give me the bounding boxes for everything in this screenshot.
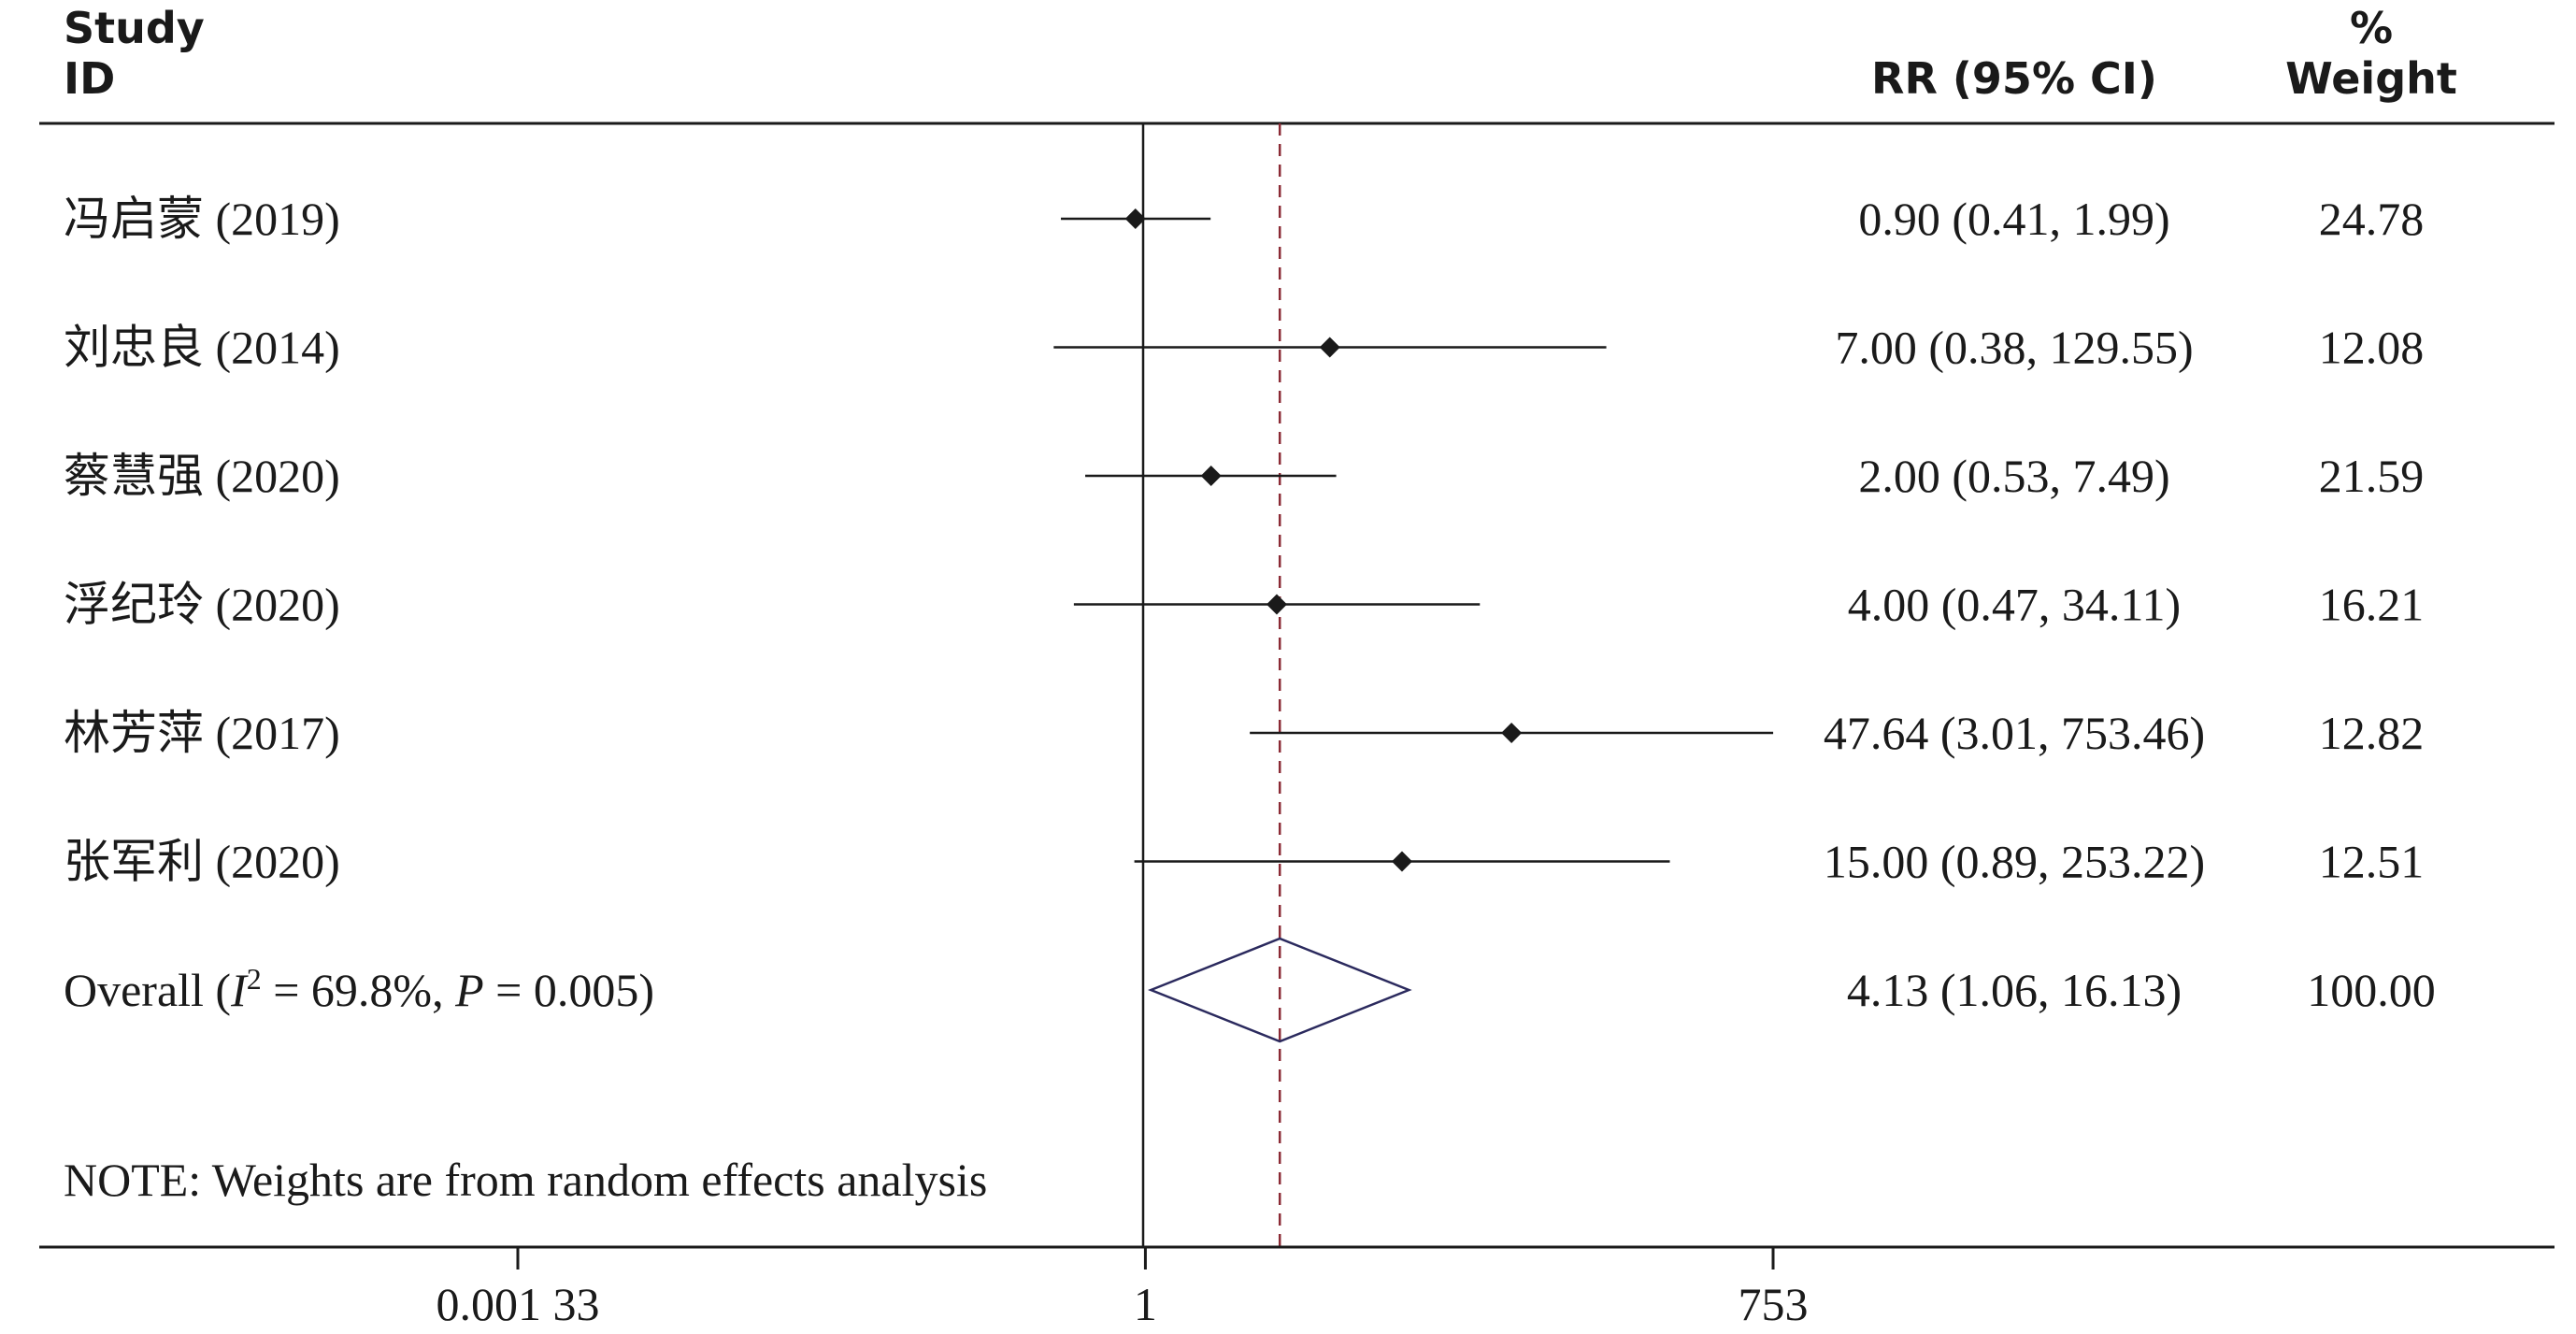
weight-value: 12.82 <box>2319 707 2425 759</box>
weight-value: 16.21 <box>2319 579 2425 631</box>
study-label: 冯启蒙 (2019) <box>64 193 340 245</box>
weight-value: 12.51 <box>2319 836 2425 888</box>
rr-ci-value: 0.90 (0.41, 1.99) <box>1858 193 2169 245</box>
study-label: 蔡慧强 (2020) <box>64 450 340 502</box>
study-label: 林芳萍 (2017) <box>64 707 340 759</box>
overall-label-part: I <box>230 964 249 1016</box>
overall-label: Overall (I2 = 69.8%, P = 0.005) <box>64 962 654 1016</box>
point-estimate-marker <box>1319 337 1340 358</box>
rr-ci-value: 2.00 (0.53, 7.49) <box>1858 450 2169 502</box>
header-id: ID <box>64 53 115 104</box>
note-text: NOTE: Weights are from random effects an… <box>64 1154 987 1206</box>
point-estimate-marker <box>1200 466 1222 486</box>
overall-label-part: = 0.005) <box>484 964 654 1016</box>
study-row: 刘忠良 (2014) 7.00 (0.38, 129.55) 12.08 <box>64 322 2424 374</box>
point-estimate-marker <box>1391 851 1412 872</box>
weight-value: 24.78 <box>2319 193 2425 245</box>
weight-value: 12.08 <box>2319 322 2425 374</box>
header-percent: % <box>2350 3 2393 53</box>
study-row: 蔡慧强 (2020) 2.00 (0.53, 7.49) 21.59 <box>64 450 2424 502</box>
rr-ci-value: 7.00 (0.38, 129.55) <box>1835 322 2193 374</box>
study-rows: 冯启蒙 (2019) 0.90 (0.41, 1.99) 24.78 刘忠良 (201… <box>64 193 2424 888</box>
study-row: 浮纪玲 (2020) 4.00 (0.47, 34.11) 16.21 <box>64 579 2424 631</box>
rr-ci-value: 4.00 (0.47, 34.11) <box>1848 579 2181 631</box>
overall-label-part: P <box>454 964 484 1016</box>
weight-value: 21.59 <box>2319 450 2425 502</box>
x-tick-label: 753 <box>1739 1278 1809 1330</box>
rr-ci-value: 15.00 (0.89, 253.22) <box>1824 836 2205 888</box>
overall-label-part: 2 <box>247 962 262 996</box>
header-rr: RR (95% CI) <box>1871 53 2157 104</box>
overall-rr-ci-value: 4.13 (1.06, 16.13) <box>1847 964 2182 1016</box>
x-tick-label: 1 <box>1134 1278 1157 1330</box>
study-label: 张军利 (2020) <box>64 836 340 888</box>
x-axis-ticks: 0.001 33 1 753 <box>436 1247 1809 1330</box>
overall-label-part: Overall ( <box>64 964 231 1016</box>
x-tick-label: 0.001 33 <box>436 1278 600 1330</box>
point-estimate-marker <box>1266 594 1287 615</box>
overall-diamond <box>1147 937 1412 1043</box>
overall-weight-value: 100.00 <box>2307 964 2436 1016</box>
study-row: 林芳萍 (2017) 47.64 (3.01, 753.46) 12.82 <box>64 707 2424 759</box>
point-estimate-marker <box>1124 208 1146 229</box>
rr-ci-value: 47.64 (3.01, 753.46) <box>1824 707 2205 759</box>
overall-label-part: = 69.8%, <box>262 964 455 1016</box>
point-estimate-marker <box>1501 723 1523 743</box>
study-row: 冯启蒙 (2019) 0.90 (0.41, 1.99) 24.78 <box>64 193 2424 245</box>
header-study: Study <box>64 3 205 53</box>
header-weight: Weight <box>2285 53 2457 104</box>
study-row: 张军利 (2020) 15.00 (0.89, 253.22) 12.51 <box>64 836 2424 888</box>
study-label: 浮纪玲 (2020) <box>64 579 340 631</box>
study-label: 刘忠良 (2014) <box>64 322 340 374</box>
overall-row: Overall (I2 = 69.8%, P = 0.005) 4.13 (1.0… <box>64 937 2436 1043</box>
